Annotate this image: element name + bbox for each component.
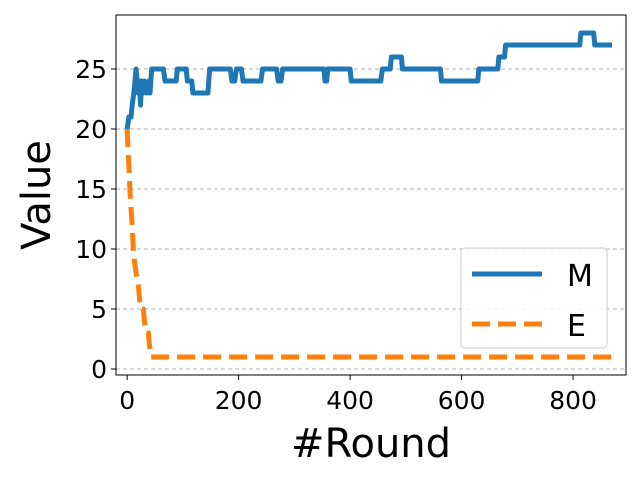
x-tick-label: 0: [119, 386, 135, 415]
x-tick-label: 600: [438, 386, 486, 415]
x-axis-label: #Round: [291, 421, 451, 467]
ticks: 0 5 10 15 20 25 0 200 400 600 800: [75, 55, 597, 415]
x-tick-label: 200: [215, 386, 263, 415]
series-line-e: [124, 128, 613, 360]
y-tick-label: 5: [91, 295, 107, 324]
y-axis-label: Value: [14, 140, 60, 250]
y-tick-label: 25: [75, 55, 107, 84]
x-tick-label: 400: [326, 386, 374, 415]
y-tick-label: 20: [75, 115, 107, 144]
plot-frame: [115, 14, 627, 376]
series-line-m: [124, 30, 613, 130]
legend: M E: [460, 247, 608, 349]
y-tick-label: 10: [75, 235, 107, 264]
y-tick-label: 15: [75, 175, 107, 204]
legend-label-m: M: [567, 259, 593, 294]
series-lines: [124, 30, 613, 360]
y-tick-label: 0: [91, 355, 107, 384]
x-tick-label: 800: [549, 386, 597, 415]
legend-label-e: E: [567, 309, 586, 344]
grid: [116, 68, 626, 370]
